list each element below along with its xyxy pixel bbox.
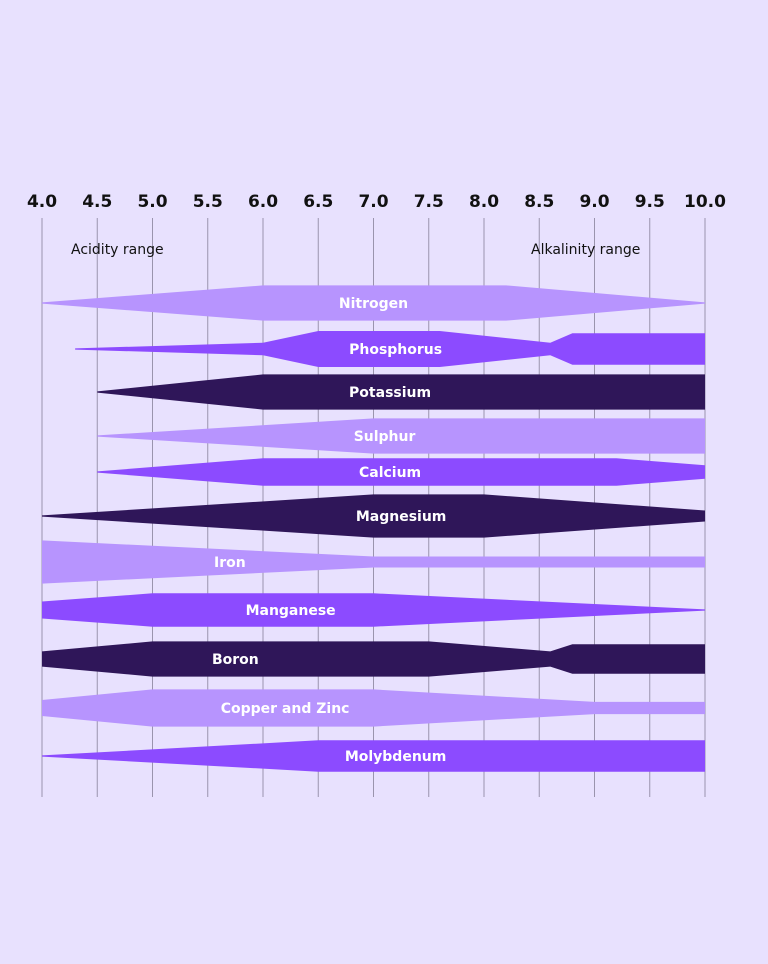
x-tick-label: 9.5 (635, 192, 665, 212)
band-label: Sulphur (354, 429, 416, 445)
x-tick-label: 4.0 (27, 192, 57, 212)
x-axis-ticks: 4.0 4.5 5.0 5.5 6.0 6.5 7.0 7.5 8.0 8.5 9.0 9.5 10.0 (27, 192, 726, 212)
band-calcium (97, 458, 706, 486)
band-iron (42, 540, 705, 584)
band-molybdenum (42, 740, 705, 772)
band-nitrogen (42, 285, 705, 321)
alkalinity-range-label: Alkalinity range (531, 242, 640, 258)
band-label: Magnesium (356, 509, 447, 525)
band-sulphur (97, 418, 706, 454)
band-label: Manganese (246, 603, 336, 619)
x-tick-label: 10.0 (684, 192, 726, 212)
x-tick-label: 6.5 (303, 192, 333, 212)
band-label: Boron (212, 652, 259, 668)
band-label: Potassium (349, 385, 431, 401)
x-tick-label: 8.0 (469, 192, 499, 212)
x-tick-label: 9.0 (579, 192, 609, 212)
x-tick-label: 5.0 (137, 192, 167, 212)
x-tick-label: 5.5 (193, 192, 223, 212)
band-magnesium (42, 494, 705, 538)
x-tick-label: 6.0 (248, 192, 278, 212)
band-label: Copper and Zinc (221, 701, 350, 717)
band-copper-and-zinc (42, 689, 705, 727)
x-tick-label: 7.0 (358, 192, 388, 212)
band-label: Phosphorus (349, 342, 442, 358)
x-tick-label: 8.5 (524, 192, 554, 212)
band-manganese (42, 593, 705, 627)
nutrient-bands: Nitrogen Phosphorus Potassium Sulphur Calciu… (42, 285, 706, 772)
x-tick-label: 7.5 (414, 192, 444, 212)
band-phosphorus (75, 331, 706, 367)
band-label: Iron (214, 555, 246, 571)
band-label: Calcium (359, 465, 421, 481)
band-label: Nitrogen (339, 296, 408, 312)
acidity-range-label: Acidity range (71, 242, 164, 258)
band-label: Molybdenum (345, 749, 447, 765)
x-tick-label: 4.5 (82, 192, 112, 212)
band-boron (42, 641, 705, 677)
band-potassium (97, 374, 706, 410)
